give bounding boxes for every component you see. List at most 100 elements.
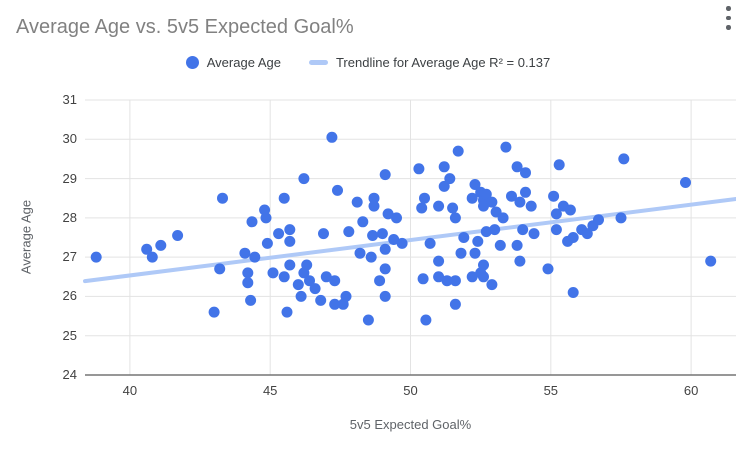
data-point[interactable] [593, 214, 604, 226]
data-point[interactable] [511, 239, 523, 251]
data-point[interactable] [379, 243, 391, 255]
data-point[interactable] [466, 192, 478, 204]
data-point[interactable] [260, 212, 272, 224]
data-point[interactable] [340, 290, 352, 302]
data-point[interactable] [520, 186, 531, 198]
data-point[interactable] [542, 263, 554, 275]
data-point[interactable] [458, 232, 470, 243]
data-point[interactable] [564, 204, 576, 216]
data-point[interactable] [419, 192, 430, 204]
data-point[interactable] [396, 237, 408, 249]
data-point[interactable] [506, 190, 517, 202]
legend-item-average-age[interactable]: Average Age [185, 55, 281, 70]
data-point[interactable] [379, 263, 391, 275]
data-point[interactable] [301, 259, 313, 271]
data-point[interactable] [351, 196, 363, 208]
data-point[interactable] [480, 226, 492, 238]
data-point[interactable] [368, 200, 380, 212]
data-point[interactable] [329, 275, 341, 287]
data-point[interactable] [466, 271, 478, 283]
data-point[interactable] [295, 290, 307, 302]
data-point[interactable] [413, 163, 425, 175]
data-point[interactable] [705, 255, 717, 267]
data-point[interactable] [469, 247, 481, 259]
data-point[interactable] [528, 228, 540, 240]
data-point[interactable] [379, 169, 391, 181]
data-point[interactable] [480, 188, 492, 200]
data-point[interactable] [497, 212, 509, 224]
data-point[interactable] [320, 271, 332, 283]
legend-item-trendline[interactable]: Trendline for Average Age R² = 0.137 [308, 55, 550, 70]
data-point[interactable] [455, 247, 467, 259]
data-point[interactable] [155, 239, 167, 251]
data-point[interactable] [261, 237, 273, 249]
data-point[interactable] [309, 283, 321, 295]
data-point[interactable] [242, 267, 254, 279]
data-point[interactable] [343, 226, 355, 238]
data-point[interactable] [249, 251, 261, 263]
data-point[interactable] [246, 216, 258, 228]
data-point[interactable] [141, 243, 153, 255]
data-point[interactable] [618, 153, 630, 165]
data-point[interactable] [420, 314, 432, 326]
data-point[interactable] [382, 208, 394, 220]
data-point[interactable] [329, 298, 341, 310]
data-point[interactable] [520, 167, 531, 179]
data-point[interactable] [469, 179, 481, 190]
data-point[interactable] [284, 259, 296, 271]
data-point[interactable] [326, 131, 338, 143]
data-point[interactable] [365, 251, 377, 263]
data-point[interactable] [284, 235, 296, 247]
data-point[interactable] [525, 200, 537, 212]
data-point[interactable] [424, 237, 436, 249]
data-point[interactable] [374, 275, 386, 287]
data-point[interactable] [278, 271, 290, 283]
data-point[interactable] [362, 314, 374, 326]
data-point[interactable] [438, 180, 450, 192]
data-point[interactable] [267, 267, 279, 279]
data-point[interactable] [304, 275, 315, 287]
data-point[interactable] [478, 200, 489, 212]
data-point[interactable] [567, 287, 579, 298]
data-point[interactable] [281, 306, 293, 318]
data-point[interactable] [615, 212, 627, 224]
data-point[interactable] [449, 212, 461, 224]
data-point[interactable] [315, 294, 327, 306]
data-point[interactable] [354, 247, 366, 259]
data-point[interactable] [514, 196, 526, 208]
data-point[interactable] [292, 279, 304, 291]
data-point[interactable] [433, 255, 445, 267]
data-point[interactable] [567, 232, 579, 243]
data-point[interactable] [550, 224, 562, 236]
data-point[interactable] [368, 192, 380, 204]
data-point[interactable] [449, 275, 461, 287]
data-point[interactable] [550, 208, 562, 220]
data-point[interactable] [239, 247, 251, 259]
data-point[interactable] [433, 271, 445, 283]
data-point[interactable] [472, 235, 484, 247]
data-point[interactable] [242, 277, 254, 289]
data-point[interactable] [318, 228, 329, 240]
data-point[interactable] [548, 190, 560, 202]
data-point[interactable] [379, 290, 391, 302]
data-point[interactable] [441, 275, 453, 287]
data-point[interactable] [214, 263, 226, 275]
data-point[interactable] [357, 216, 369, 228]
data-point[interactable] [284, 224, 296, 236]
data-point[interactable] [332, 184, 343, 196]
data-point[interactable] [172, 230, 184, 241]
data-point[interactable] [494, 239, 506, 251]
data-point[interactable] [278, 192, 290, 204]
data-point[interactable] [517, 224, 529, 236]
data-point[interactable] [452, 145, 464, 157]
data-point[interactable] [298, 173, 310, 185]
data-point[interactable] [447, 202, 459, 214]
kebab-menu-icon[interactable] [724, 4, 733, 32]
data-point[interactable] [376, 228, 388, 240]
data-point[interactable] [273, 228, 285, 240]
data-point[interactable] [417, 273, 429, 285]
data-point[interactable] [444, 173, 456, 185]
trendline[interactable] [83, 197, 736, 284]
data-point[interactable] [433, 200, 445, 212]
data-point[interactable] [449, 298, 461, 310]
